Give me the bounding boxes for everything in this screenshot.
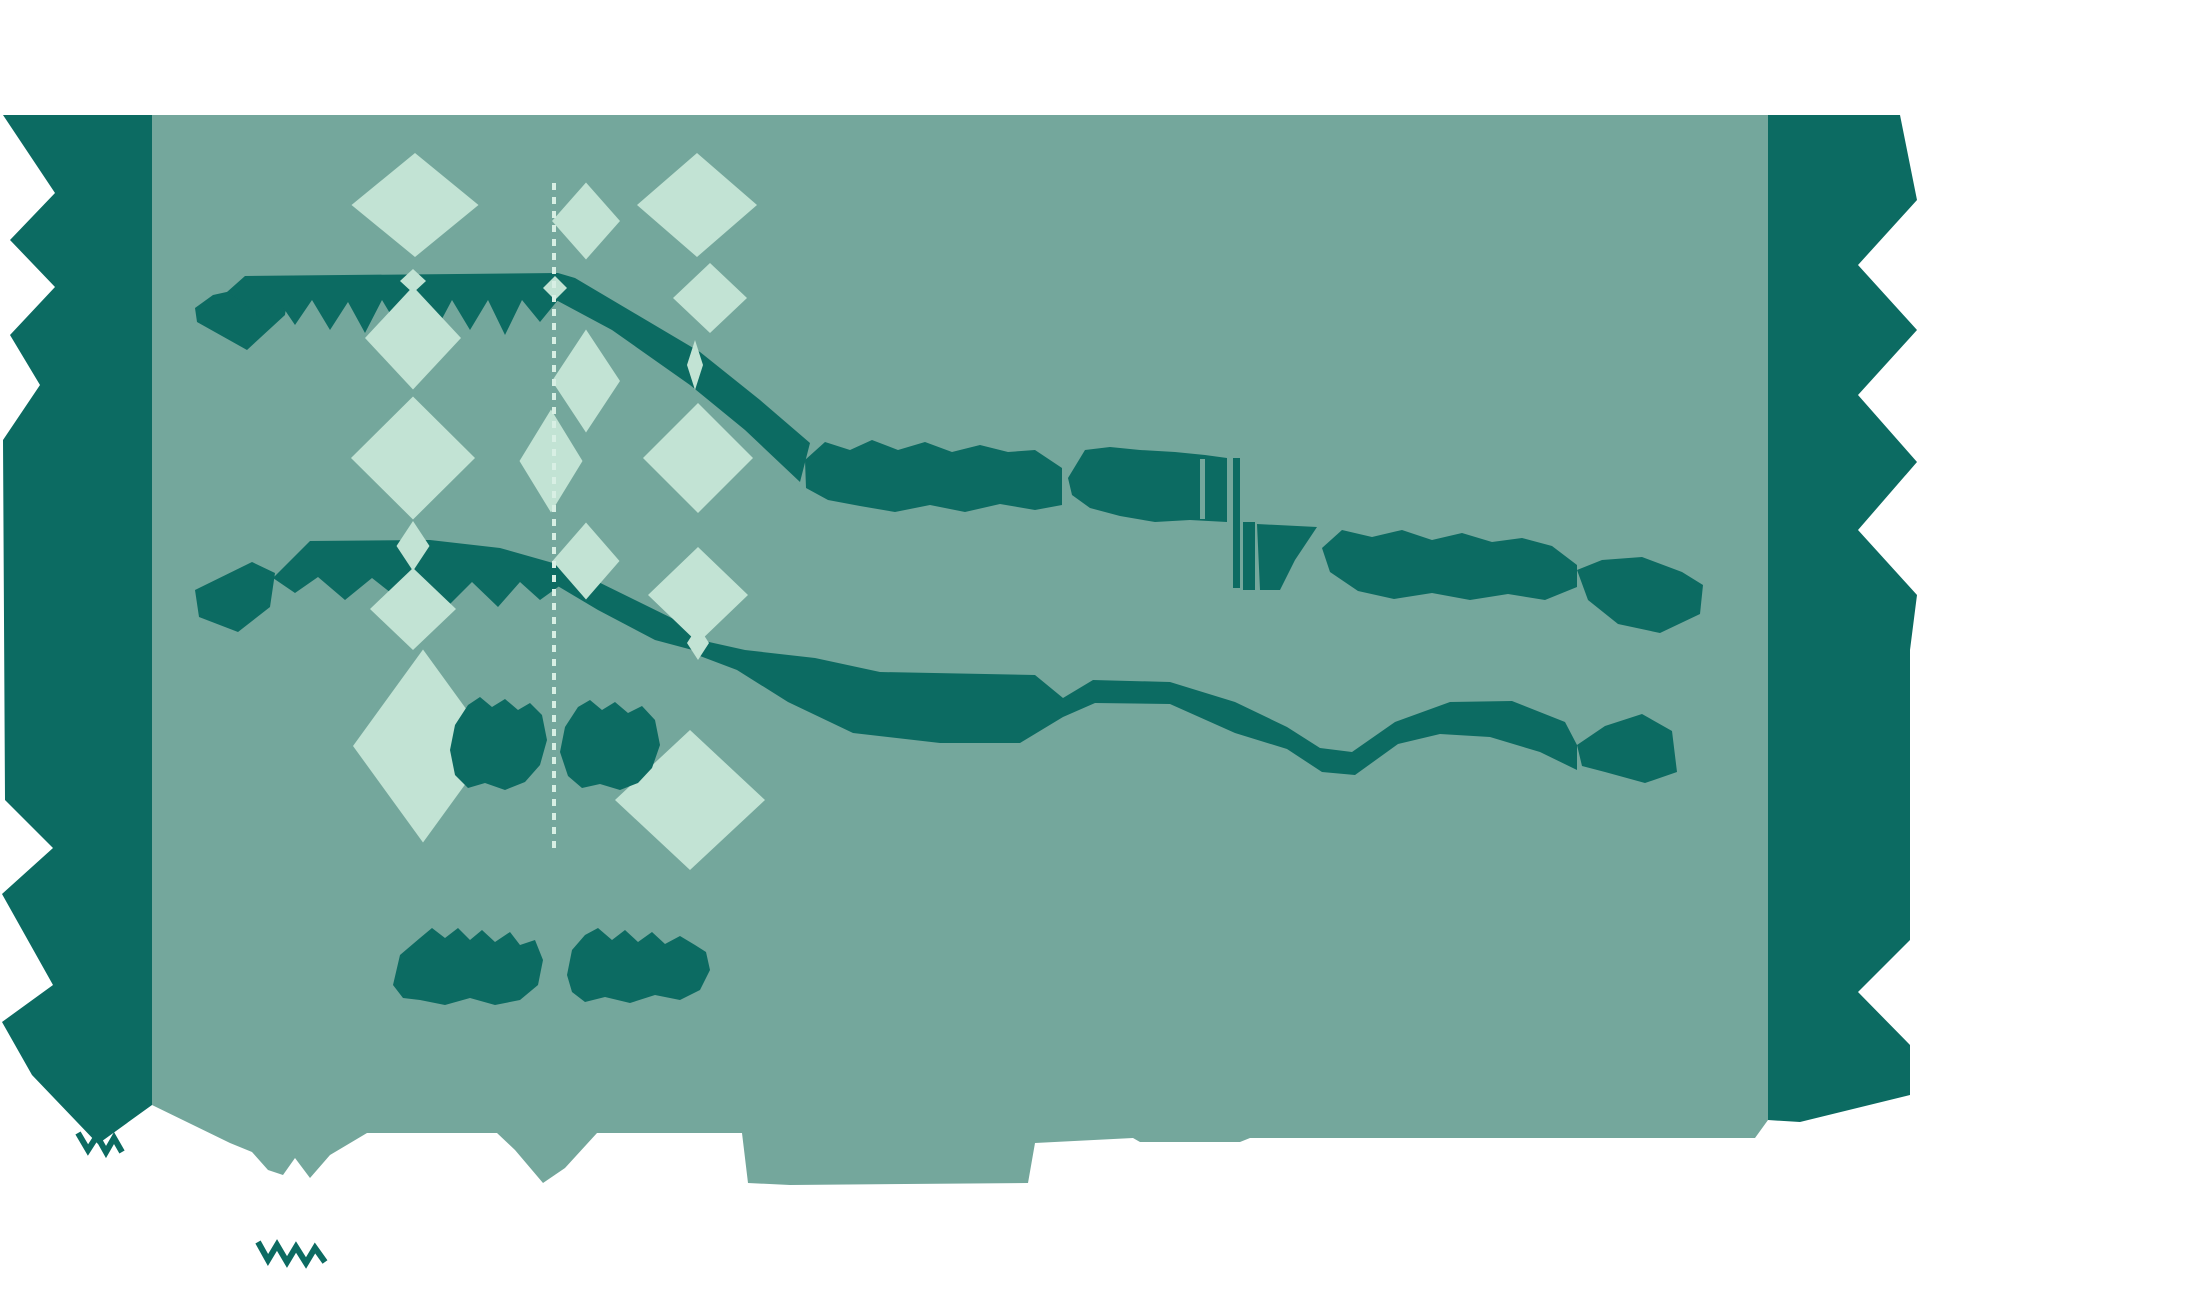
lower-series-marker <box>195 562 275 632</box>
background-panels <box>2 115 1917 1185</box>
upper-series-segment <box>1322 530 1577 600</box>
text-blob <box>567 928 710 1003</box>
spike-bar <box>1233 458 1240 588</box>
tick-scribble <box>255 1239 328 1269</box>
mint-diamond <box>552 182 620 260</box>
dark-series-shapes <box>195 273 1703 783</box>
series-striation-gap <box>1200 459 1205 519</box>
lower-series-segment <box>1063 680 1287 749</box>
tick-scribbles <box>75 1130 328 1269</box>
mint-diamond <box>552 329 620 433</box>
mint-diamond <box>351 153 479 257</box>
mint-diamond <box>552 522 620 600</box>
upper-series-segment <box>805 440 1062 512</box>
lower-series-end <box>1577 714 1677 783</box>
spike-flag <box>1257 524 1317 590</box>
mint-diamond <box>637 153 757 257</box>
text-blob <box>560 700 660 790</box>
under-diamonds <box>673 263 747 333</box>
mint-diamond <box>370 568 456 650</box>
mint-diamond <box>643 403 753 513</box>
mint-diamond <box>519 409 583 513</box>
overlay-gap-diamonds <box>396 269 709 660</box>
mint-diamond <box>365 286 461 390</box>
gap-diamond <box>396 521 430 571</box>
spike-bar <box>1243 522 1255 590</box>
tick-scribble <box>75 1130 125 1159</box>
lower-series-segment <box>273 540 565 607</box>
upper-series-segment <box>227 273 558 335</box>
mint-diamond <box>673 263 747 333</box>
text-blob <box>393 928 543 1005</box>
text-blob <box>450 697 547 790</box>
lower-series-segment <box>1287 701 1577 775</box>
right-axis-band <box>1768 115 1917 1122</box>
gap-diamond <box>687 340 703 390</box>
upper-series-descent <box>556 273 810 482</box>
mint-diamond <box>351 396 475 520</box>
upper-series-end <box>1577 557 1703 633</box>
mint-diamond <box>353 649 493 843</box>
gap-diamond <box>687 626 709 660</box>
upper-series-segment <box>1068 447 1227 522</box>
illegible-text-blobs <box>393 697 710 1005</box>
gap-diamond <box>400 269 426 293</box>
lower-series-segment <box>700 640 1063 743</box>
left-axis-band <box>2 115 152 1144</box>
mint-diamond <box>648 547 748 643</box>
